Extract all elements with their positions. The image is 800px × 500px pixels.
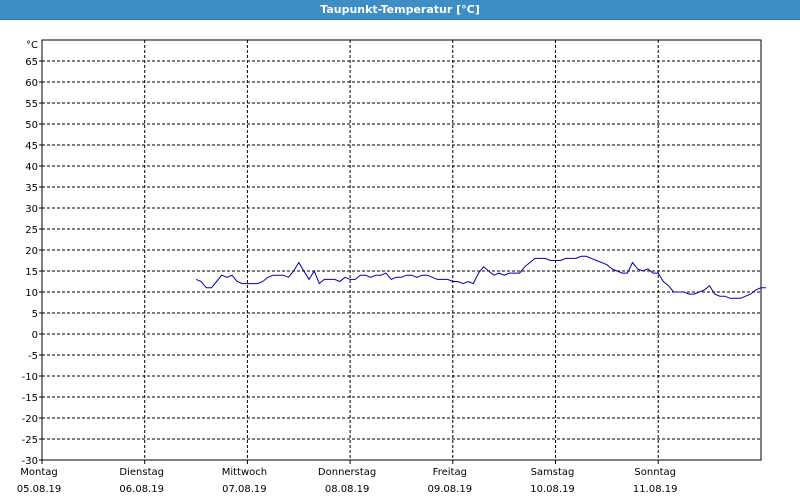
x-tick-weekday: Mittwoch [222,467,267,478]
y-tick-label: -25 [22,435,38,446]
y-tick-label: 40 [25,162,38,173]
y-axis-unit: °C [26,40,38,51]
x-tick-weekday: Samstag [531,467,575,478]
y-tick-label: -5 [28,351,38,362]
series-line [195,255,766,299]
y-tick-label: 10 [25,288,38,299]
chart-title: Taupunkt-Temperatur [°C] [0,0,800,20]
tick-labels: 65605550454035302520151050-5-10-15-20-25… [17,40,678,495]
x-tick-weekday: Freitag [433,467,467,478]
y-tick-label: 20 [25,246,38,257]
y-tick-label: 5 [32,309,38,320]
x-tick-date: 08.08.19 [325,484,370,495]
y-tick-label: 50 [25,120,38,131]
x-tick-date: 09.08.19 [428,484,473,495]
y-tick-label: 15 [25,267,38,278]
x-tick-date: 07.08.19 [222,484,267,495]
x-tick-date: 05.08.19 [17,484,62,495]
y-tick-label: 0 [32,330,38,341]
y-tick-label: 55 [25,99,38,110]
x-tick-weekday: Donnerstag [318,467,376,478]
axes [39,39,762,464]
y-tick-label: 35 [25,183,38,194]
series-layer [195,255,766,299]
plot-frame [41,39,762,461]
y-tick-label: -15 [22,393,38,404]
grid [42,40,761,461]
x-tick-date: 11.08.19 [633,484,678,495]
x-tick-weekday: Montag [20,467,57,478]
y-tick-label: 25 [25,225,38,236]
y-tick-label: 30 [25,204,38,215]
y-tick-label: 60 [25,78,38,89]
x-tick-date: 06.08.19 [119,484,164,495]
x-tick-weekday: Dienstag [119,467,164,478]
x-tick-date: 10.08.19 [530,484,575,495]
y-tick-label: -10 [22,372,38,383]
y-tick-label: 65 [25,57,38,68]
x-tick-weekday: Sonntag [634,467,676,478]
y-tick-label: 45 [25,141,38,152]
y-tick-label: -20 [22,414,38,425]
chart: 65605550454035302520151050-5-10-15-20-25… [17,39,766,495]
y-tick-label: -30 [22,456,38,467]
